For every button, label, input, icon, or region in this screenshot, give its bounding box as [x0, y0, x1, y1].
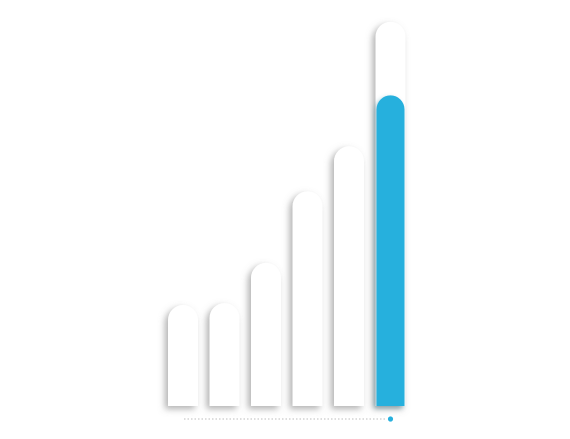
bar-1	[168, 305, 198, 406]
x-axis-baseline	[184, 416, 394, 422]
highlight-layer	[376, 95, 405, 406]
bar-4	[292, 191, 323, 406]
bars-layer	[168, 21, 406, 407]
bar-2	[209, 303, 240, 406]
highlight-bar	[376, 95, 405, 406]
baseline-end-dot	[387, 416, 394, 422]
bar-5	[334, 146, 364, 406]
bar-3	[251, 262, 281, 406]
